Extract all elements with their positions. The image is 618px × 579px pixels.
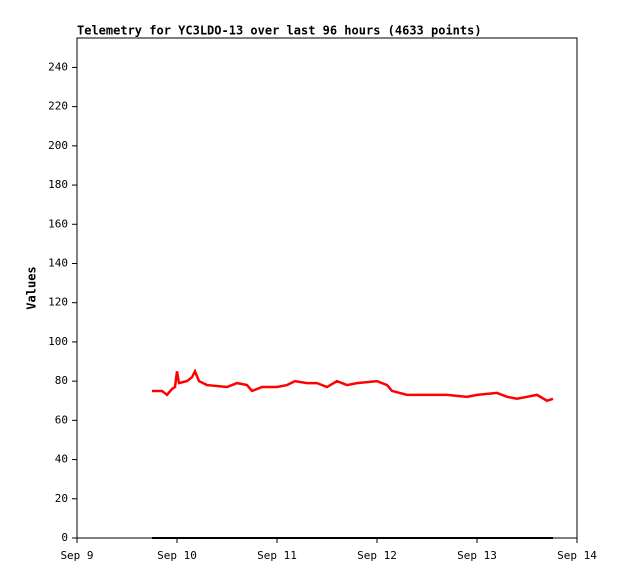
y-tick-label: 20 xyxy=(55,492,68,505)
x-tick-label: Sep 11 xyxy=(257,549,297,562)
y-tick-label: 100 xyxy=(48,335,68,348)
series-line xyxy=(152,368,554,403)
chart-title: Telemetry for YC3LDO-13 over last 96 hou… xyxy=(77,24,482,38)
y-tick-label: 40 xyxy=(55,453,68,466)
y-tick-label: 60 xyxy=(55,413,68,426)
y-tick-label: 160 xyxy=(48,217,68,230)
plot-frame xyxy=(76,37,578,539)
y-tick-label: 120 xyxy=(48,296,68,309)
y-tick-label: 80 xyxy=(55,374,68,387)
y-tick-label: 140 xyxy=(48,256,68,269)
x-tick-label: Sep 9 xyxy=(60,549,93,562)
y-tick-label: 180 xyxy=(48,178,68,191)
y-axis-label: Values xyxy=(25,266,39,309)
y-tick-label: 0 xyxy=(61,531,68,544)
y-tick-label: 220 xyxy=(48,100,68,113)
y-tick-label: 240 xyxy=(48,60,68,73)
x-tick-label: Sep 12 xyxy=(357,549,397,562)
x-tick-label: Sep 13 xyxy=(457,549,497,562)
x-tick-label: Sep 14 xyxy=(557,549,597,562)
x-tick-label: Sep 10 xyxy=(157,549,197,562)
y-tick-label: 200 xyxy=(48,139,68,152)
